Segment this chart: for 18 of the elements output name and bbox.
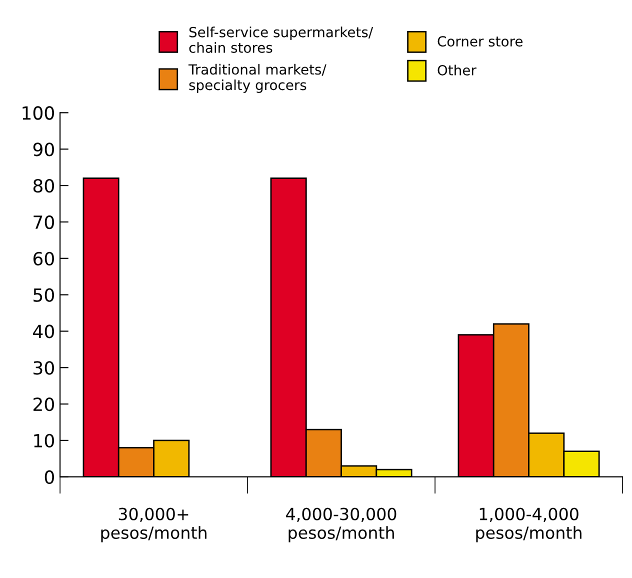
y-tick-label: 30 [34, 361, 54, 375]
y-tick-label: 60 [33, 252, 54, 266]
y-tick-label: 100 [22, 106, 54, 120]
y-tick-label: 0 [44, 470, 54, 484]
legend-label: Traditional markets/ specialty grocers [188, 64, 326, 93]
x-tick-label: 1,000-4,000 pesos/month [476, 508, 582, 542]
legend-label: Self-service supermarkets/ chain stores [189, 26, 374, 53]
y-tick-label: 90 [33, 142, 54, 156]
y-tick-label: 80 [33, 178, 54, 193]
y-tick-label: 10 [34, 434, 54, 448]
y-tick-label: 70 [34, 215, 54, 230]
y-tick-label: 20 [34, 397, 54, 412]
legend-label: Corner store [438, 36, 522, 47]
legend-label: Other [438, 64, 476, 76]
x-tick-label: 30,000+ pesos/month [101, 508, 206, 542]
y-tick-label: 50 [34, 288, 54, 302]
y-tick-label: 40 [33, 324, 54, 338]
x-tick-label: 4,000-30,000 pesos/month [286, 508, 396, 542]
